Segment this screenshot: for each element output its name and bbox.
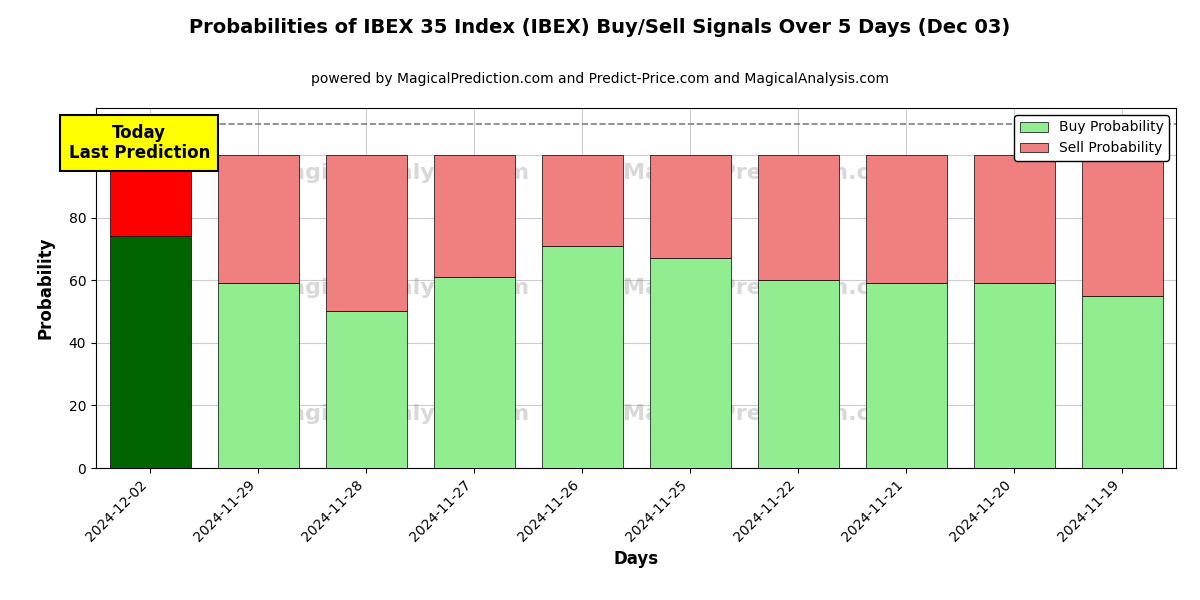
Bar [649, 155, 731, 258]
Legend: Buy Probability, Sell Probability: Buy Probability, Sell Probability [1014, 115, 1169, 161]
Text: Probabilities of IBEX 35 Index (IBEX) Buy/Sell Signals Over 5 Days (Dec 03): Probabilities of IBEX 35 Index (IBEX) Bu… [190, 18, 1010, 37]
Bar [973, 155, 1055, 283]
Bar [325, 311, 407, 468]
Y-axis label: Probability: Probability [36, 237, 54, 339]
Bar [973, 283, 1055, 468]
Bar [217, 155, 299, 283]
Bar [649, 258, 731, 468]
Text: powered by MagicalPrediction.com and Predict-Price.com and MagicalAnalysis.com: powered by MagicalPrediction.com and Pre… [311, 72, 889, 86]
Text: MagicalPrediction.com: MagicalPrediction.com [623, 278, 908, 298]
Bar [109, 236, 191, 468]
Bar [433, 277, 515, 468]
X-axis label: Days: Days [613, 550, 659, 568]
Bar [325, 155, 407, 311]
Text: MagicalAnalysis.com: MagicalAnalysis.com [268, 278, 529, 298]
Bar [1081, 155, 1163, 296]
Bar [1081, 296, 1163, 468]
Text: MagicalPrediction.com: MagicalPrediction.com [623, 404, 908, 424]
Bar [217, 283, 299, 468]
Text: MagicalPrediction.com: MagicalPrediction.com [623, 163, 908, 183]
Text: MagicalAnalysis.com: MagicalAnalysis.com [268, 163, 529, 183]
Bar [865, 283, 947, 468]
Bar [433, 155, 515, 277]
Text: MagicalAnalysis.com: MagicalAnalysis.com [268, 404, 529, 424]
Bar [865, 155, 947, 283]
Bar [109, 155, 191, 236]
Bar [757, 280, 839, 468]
Bar [757, 155, 839, 280]
Bar [541, 155, 623, 246]
Text: Today
Last Prediction: Today Last Prediction [68, 124, 210, 163]
Bar [541, 246, 623, 468]
